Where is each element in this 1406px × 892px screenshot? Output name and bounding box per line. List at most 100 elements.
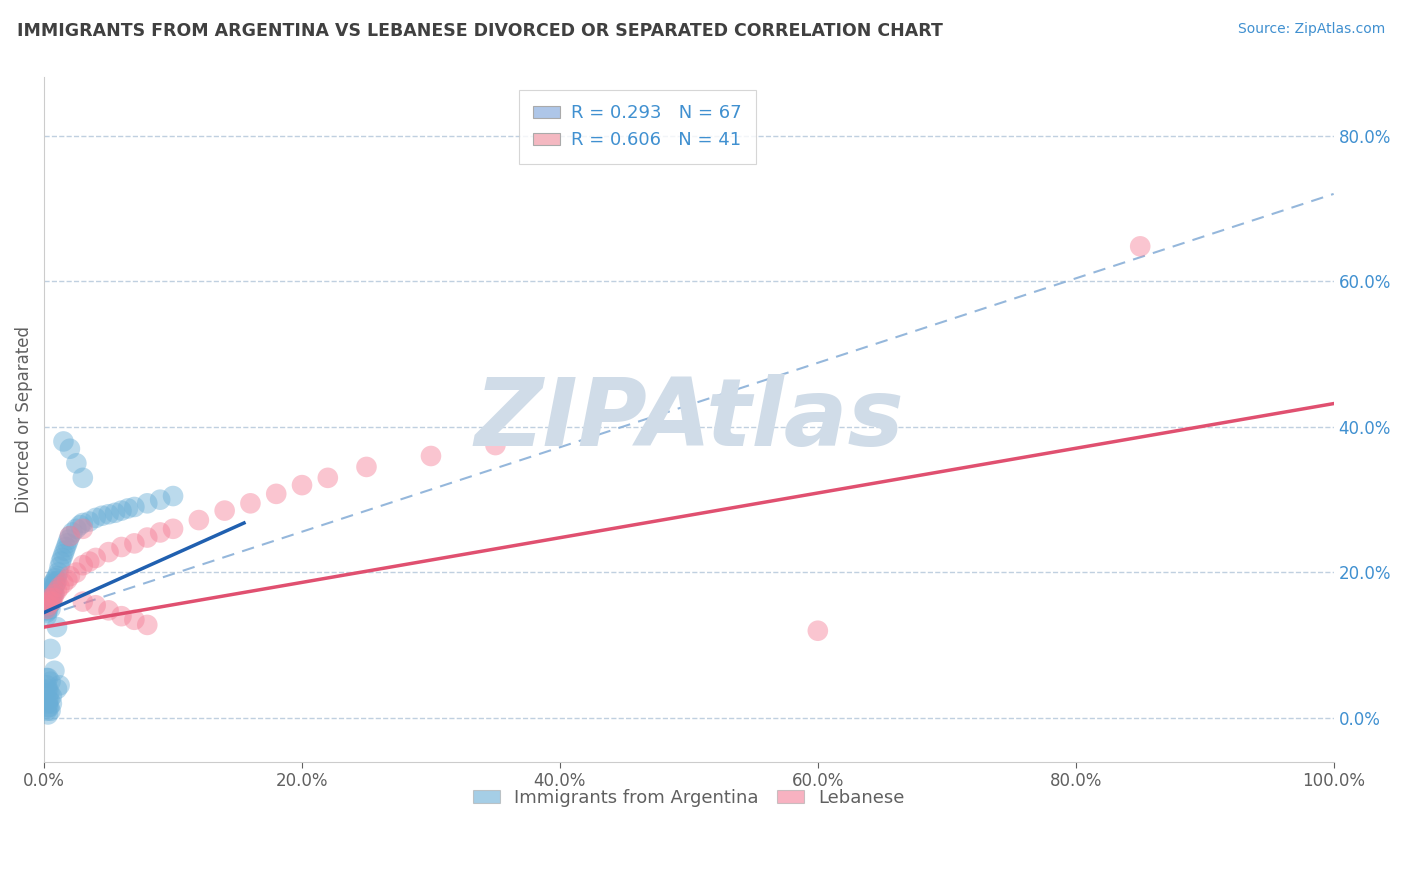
Point (136, 618, 159, 632)
Point (110, 503, 132, 517)
Point (45, 571, 67, 585)
Point (136, 496, 159, 510)
Point (44, 587, 66, 601)
Point (44, 574, 66, 589)
Point (149, 525, 172, 540)
Point (35, 704, 58, 718)
Point (69, 518, 91, 533)
Point (38, 599, 60, 613)
Point (56, 573, 79, 587)
Point (35, 606, 58, 620)
Point (110, 609, 132, 624)
Point (72, 594, 94, 608)
Point (149, 492, 172, 507)
Point (38, 594, 60, 608)
Point (35, 678, 58, 692)
Point (291, 478, 314, 492)
Point (48, 580, 70, 594)
Point (42, 587, 65, 601)
Point (41, 697, 63, 711)
Point (48, 559, 70, 574)
Point (37, 599, 59, 613)
Point (37, 707, 59, 722)
Point (48, 678, 70, 692)
Point (264, 487, 287, 501)
Point (162, 489, 184, 503)
Point (41, 594, 63, 608)
Point (1129, 239, 1152, 253)
Point (51, 550, 73, 565)
Point (34, 599, 56, 613)
Point (56, 536, 79, 550)
Point (37, 681, 59, 696)
Point (39, 596, 62, 610)
Point (44, 580, 66, 594)
Point (37, 589, 59, 603)
Point (55, 540, 77, 554)
Point (34, 594, 56, 608)
Point (38, 700, 60, 714)
Point (46, 569, 69, 583)
Point (39, 591, 62, 605)
Point (84, 599, 107, 613)
Point (124, 536, 146, 550)
Point (72, 558, 94, 573)
Point (77, 555, 100, 569)
Point (117, 501, 139, 516)
Point (41, 594, 63, 608)
Point (38, 589, 60, 603)
Point (35, 600, 58, 615)
Point (44, 664, 66, 678)
Point (46, 574, 69, 589)
Point (44, 586, 66, 600)
Point (65, 456, 87, 470)
Point (97, 603, 120, 617)
Point (84, 511, 107, 525)
Point (91, 508, 114, 523)
Point (37, 591, 59, 605)
Point (46, 566, 69, 580)
Point (35, 683, 58, 698)
Point (72, 522, 94, 536)
Point (136, 531, 159, 545)
Point (39, 674, 62, 689)
Point (59, 442, 82, 456)
Point (77, 515, 100, 529)
Point (52, 576, 75, 591)
Point (65, 566, 87, 580)
Point (41, 589, 63, 603)
Point (38, 685, 60, 699)
Point (59, 529, 82, 543)
Point (49, 555, 72, 569)
Point (46, 681, 69, 696)
Point (37, 603, 59, 617)
Point (124, 500, 146, 514)
Text: Source: ZipAtlas.com: Source: ZipAtlas.com (1237, 22, 1385, 37)
Point (39, 591, 62, 605)
Point (41, 690, 63, 704)
Point (316, 471, 339, 485)
Point (52, 434, 75, 449)
Point (46, 583, 69, 598)
Point (35, 609, 58, 624)
Point (53, 543, 76, 558)
Point (45, 576, 67, 591)
Point (65, 522, 87, 536)
Text: ZIPAtlas: ZIPAtlas (474, 374, 904, 466)
Point (124, 613, 146, 627)
Point (97, 508, 120, 522)
Point (62, 525, 84, 540)
Point (420, 449, 443, 463)
Y-axis label: Divorced or Separated: Divorced or Separated (15, 326, 32, 513)
Point (38, 586, 60, 600)
Point (35, 671, 58, 685)
Point (59, 569, 82, 583)
Point (39, 602, 62, 616)
Point (37, 599, 59, 613)
Point (38, 693, 60, 707)
Point (46, 620, 69, 634)
Point (807, 624, 830, 638)
Point (37, 700, 59, 714)
Point (38, 593, 60, 607)
Point (37, 594, 59, 608)
